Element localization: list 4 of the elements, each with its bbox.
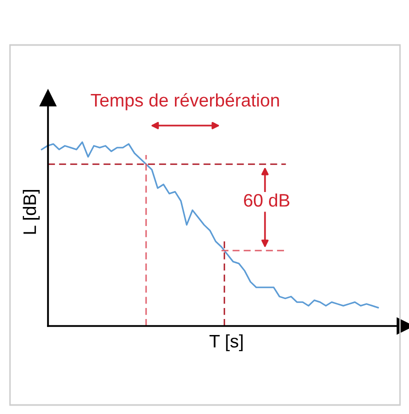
text: Temps de réverbération — [90, 93, 279, 110]
x-axis-title: T [s] — [210, 334, 243, 352]
annotation: 60 dB — [244, 193, 290, 207]
y-axis-title: L [dB] — [22, 190, 40, 234]
